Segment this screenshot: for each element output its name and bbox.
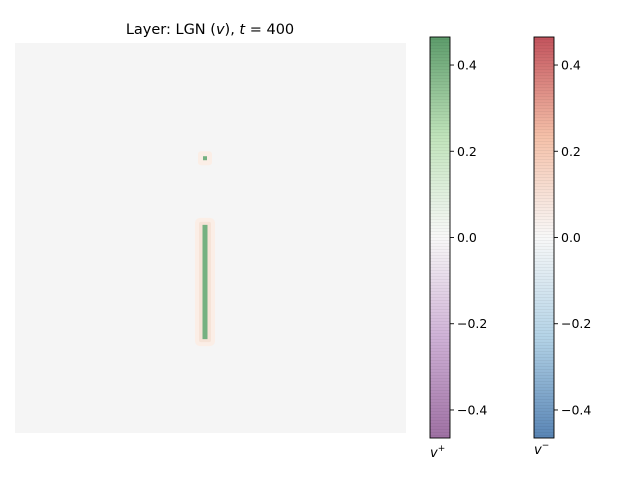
v-minus-tick-label: −0.4 <box>561 402 591 417</box>
v-plus-tick-label: −0.4 <box>457 402 487 417</box>
v-plus-tick-label: 0.4 <box>457 58 477 73</box>
heatmap-cell-bar <box>202 224 208 340</box>
v-minus-tick-label: 0.4 <box>561 58 581 73</box>
v-minus-tick-label: 0.2 <box>561 144 581 159</box>
heatmap-cell-dot <box>203 156 207 161</box>
chart-title: Layer: LGN (v), t = 400 <box>126 22 294 38</box>
colorbar-v-minus-bands <box>534 37 554 438</box>
colorbar-v-minus-ticks: −0.4 −0.2 0.0 0.2 0.4 <box>554 58 591 417</box>
v-minus-tick-label: −0.2 <box>561 316 591 331</box>
heatmap-features <box>195 151 215 347</box>
colorbar-v-minus: −0.4 −0.2 0.0 0.2 0.4 v− <box>533 36 591 458</box>
colorbar-v-plus-bands <box>430 37 450 438</box>
v-plus-tick-label: −0.2 <box>457 316 487 331</box>
colorbar-v-minus-label: v− <box>534 441 549 458</box>
v-plus-tick-label: 0.2 <box>457 144 477 159</box>
colorbar-v-plus: −0.4 −0.2 0.0 0.2 0.4 v+ <box>429 36 487 461</box>
v-minus-tick-label: 0.0 <box>561 230 581 245</box>
heatmap-panel <box>15 43 406 433</box>
v-plus-tick-label: 0.0 <box>457 230 477 245</box>
colorbar-v-plus-label: v+ <box>430 444 445 461</box>
colorbar-v-plus-ticks: −0.4 −0.2 0.0 0.2 0.4 <box>450 58 487 417</box>
